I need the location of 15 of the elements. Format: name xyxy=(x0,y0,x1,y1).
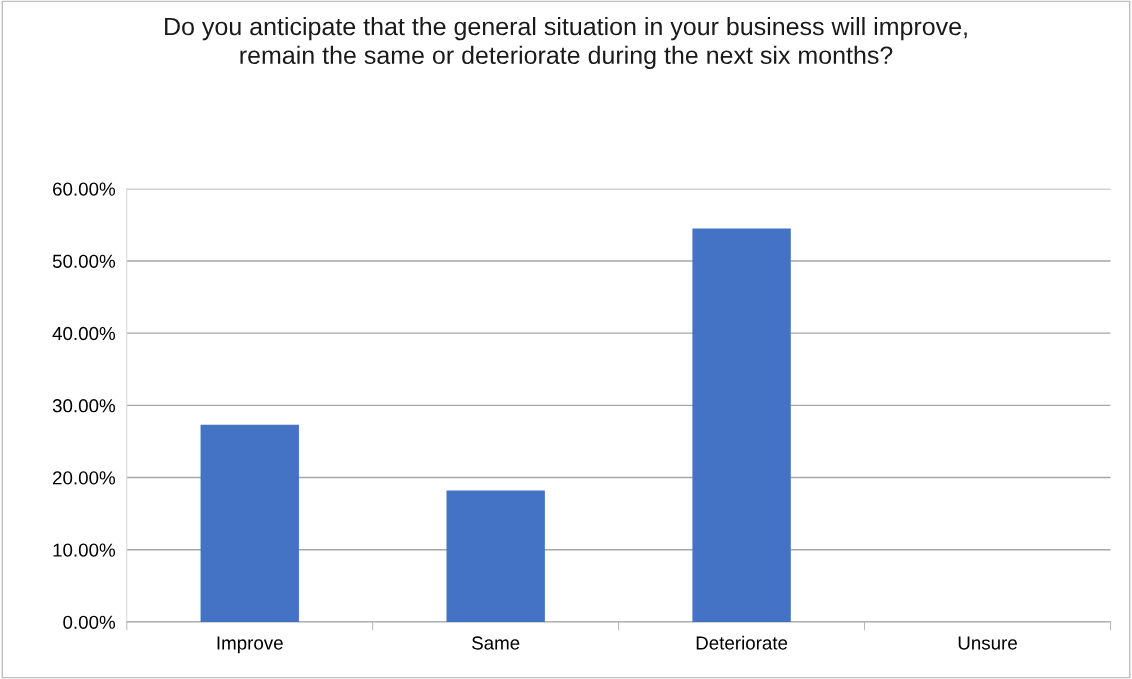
x-tick-label: Same xyxy=(472,636,520,650)
x-tick-label: Improve xyxy=(217,636,283,654)
y-tick-label: 50.00% xyxy=(52,254,116,268)
y-tick-label: 0.00% xyxy=(63,615,116,629)
x-tick-label: Unsure xyxy=(958,636,1017,650)
y-tick-label: 20.00% xyxy=(53,471,116,485)
y-tick-label: 60.00% xyxy=(53,182,116,196)
bar xyxy=(446,490,545,622)
y-tick-label: 10.00% xyxy=(53,543,116,557)
chart-title: Do you anticipate that the general situation in your business will improve, remain the same or deteriorate during the next six months? xyxy=(165,16,967,70)
y-tick-label: 40.00% xyxy=(52,326,116,341)
bar xyxy=(692,228,791,622)
x-tick-label: Deteriorate xyxy=(696,635,788,650)
y-tick-label: 30.00% xyxy=(52,399,116,413)
bar xyxy=(200,424,299,622)
